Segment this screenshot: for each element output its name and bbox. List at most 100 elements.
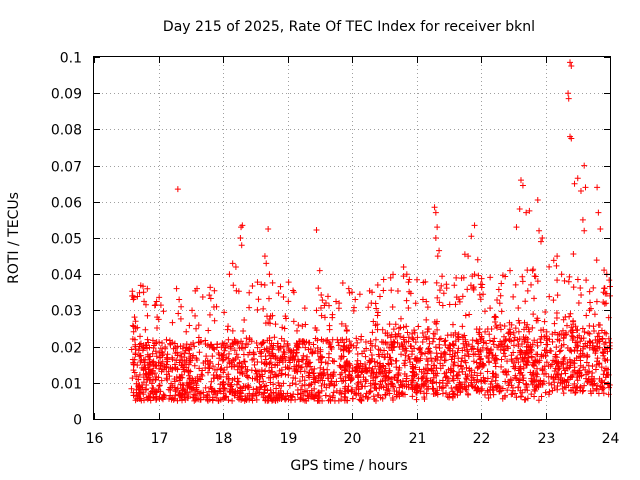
data-point (537, 335, 544, 342)
data-point (567, 310, 574, 317)
data-point (373, 385, 380, 392)
data-point (299, 382, 306, 389)
data-point (492, 352, 499, 359)
data-point (596, 360, 603, 367)
data-point (570, 284, 577, 291)
data-point (603, 300, 610, 307)
data-point (452, 338, 459, 345)
data-point (442, 389, 449, 396)
data-point (234, 378, 241, 385)
data-point (437, 335, 444, 342)
data-point (205, 369, 212, 376)
data-point (331, 382, 338, 389)
data-point (505, 382, 512, 389)
data-point (395, 372, 402, 379)
data-point (133, 380, 140, 387)
data-point (530, 372, 537, 379)
data-point (167, 341, 174, 348)
data-point (173, 285, 180, 292)
data-point (606, 277, 613, 284)
data-point (382, 391, 389, 398)
data-point (530, 311, 537, 318)
data-point (425, 326, 432, 333)
data-point (233, 381, 240, 388)
data-point (156, 294, 163, 301)
data-point (497, 346, 504, 353)
data-point (594, 184, 601, 191)
data-point (593, 343, 600, 350)
data-point (559, 327, 566, 334)
y-tick-label: 0.04 (51, 268, 82, 284)
data-point (461, 383, 468, 390)
data-point (216, 355, 223, 362)
data-point (486, 350, 493, 357)
data-point (157, 388, 164, 395)
data-point (465, 382, 472, 389)
data-point (178, 303, 185, 310)
data-point (357, 397, 364, 404)
data-point (208, 378, 215, 385)
data-point (134, 293, 141, 300)
data-point (564, 365, 571, 372)
data-point (295, 358, 302, 365)
data-point (595, 330, 602, 337)
data-point (468, 233, 475, 240)
data-point (326, 340, 333, 347)
data-point (383, 386, 390, 393)
data-point (155, 359, 162, 366)
data-point (185, 369, 192, 376)
data-point (136, 371, 143, 378)
data-point (512, 325, 519, 332)
data-point (365, 304, 372, 311)
data-point (516, 376, 523, 383)
data-point (313, 227, 320, 234)
data-point (192, 312, 199, 319)
data-point (431, 204, 438, 211)
data-point (427, 355, 434, 362)
data-point (323, 384, 330, 391)
data-point (574, 377, 581, 384)
data-point (233, 351, 240, 358)
data-point (395, 325, 402, 332)
data-point (235, 354, 242, 361)
data-point (487, 381, 494, 388)
data-point (509, 384, 516, 391)
data-point (153, 298, 160, 305)
data-point (411, 327, 418, 334)
data-point (371, 381, 378, 388)
data-point (132, 346, 139, 353)
data-point (454, 392, 461, 399)
data-point (133, 386, 140, 393)
data-point (528, 375, 535, 382)
data-point (550, 297, 557, 304)
data-point (504, 387, 511, 394)
y-tick-label: 0.02 (51, 341, 82, 357)
data-point (521, 355, 528, 362)
data-point (174, 366, 181, 373)
data-point (403, 271, 410, 278)
data-point (301, 377, 308, 384)
data-point (458, 275, 465, 282)
data-point (388, 287, 395, 294)
data-point (419, 375, 426, 382)
data-point (502, 353, 509, 360)
data-point (386, 390, 393, 397)
x-tick-label: 16 (86, 431, 104, 447)
data-point (462, 371, 469, 378)
data-point (221, 394, 228, 401)
data-point (534, 278, 541, 285)
data-point (434, 326, 441, 333)
data-point (410, 336, 417, 343)
data-point (509, 358, 516, 365)
y-axis-label: ROTI / TECUs (6, 192, 22, 284)
data-point (394, 377, 401, 384)
data-point (261, 281, 268, 288)
data-point (357, 378, 364, 385)
data-point (266, 360, 273, 367)
data-point (409, 393, 416, 400)
data-point (312, 348, 319, 355)
data-point (496, 300, 503, 307)
data-point (283, 315, 290, 322)
data-point (434, 224, 441, 231)
data-point (430, 390, 437, 397)
